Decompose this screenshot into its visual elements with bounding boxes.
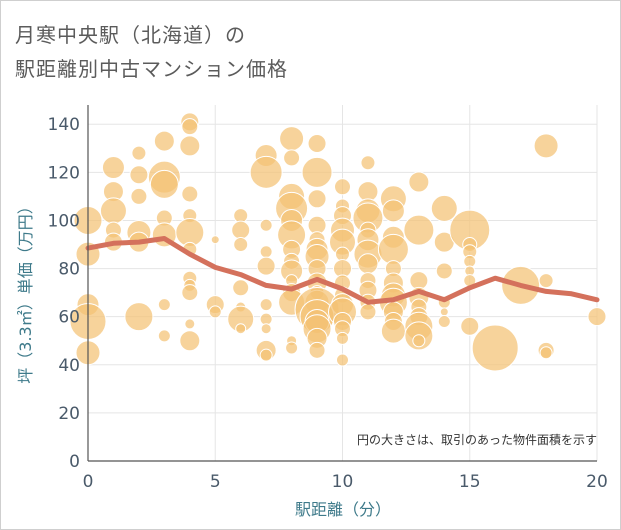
trend-line — [85, 236, 600, 305]
data-bubble — [179, 330, 201, 352]
data-bubble — [231, 220, 251, 240]
data-bubble — [301, 156, 333, 188]
data-bubble — [279, 126, 305, 152]
data-bubble — [259, 218, 273, 232]
data-bubble — [334, 178, 351, 196]
data-bubble — [336, 331, 349, 345]
data-bubble — [460, 316, 480, 336]
data-bubble — [249, 155, 283, 189]
bubble-size-note: 円の大きさは、取引のあった物件面積を示す — [357, 432, 597, 447]
data-bubble — [359, 303, 377, 321]
x-tick-label: 20 — [586, 472, 608, 492]
y-tick-label: 40 — [58, 356, 80, 376]
data-bubble — [99, 197, 127, 225]
chart-title-line-2: 駅距離別中古マンション価格 — [15, 57, 288, 81]
data-bubble — [471, 324, 519, 372]
x-tick-label: 10 — [332, 472, 354, 492]
y-tick-label: 0 — [69, 452, 80, 472]
data-bubble — [357, 253, 379, 275]
data-bubble — [124, 302, 154, 332]
data-bubble — [377, 233, 409, 265]
data-bubble — [149, 169, 179, 199]
data-bubble — [184, 318, 196, 330]
data-bubble — [538, 273, 554, 289]
data-bubble — [259, 348, 273, 362]
data-bubble — [533, 133, 559, 159]
data-bubble — [157, 298, 171, 312]
data-bubble — [335, 246, 350, 262]
data-bubble — [308, 341, 326, 359]
data-bubble — [131, 145, 147, 161]
x-tick-label: 5 — [210, 472, 221, 492]
data-bubble — [130, 187, 148, 205]
data-bubble — [430, 194, 458, 222]
data-bubble — [157, 329, 171, 343]
data-bubble — [232, 279, 250, 297]
data-bubble — [181, 284, 199, 302]
data-bubble — [437, 314, 451, 328]
data-bubble — [412, 334, 426, 348]
data-bubble — [408, 171, 430, 193]
data-bubble — [307, 189, 327, 209]
data-bubble — [208, 305, 222, 319]
y-tick-label: 100 — [48, 211, 80, 231]
data-bubble — [259, 298, 273, 312]
data-bubble — [129, 165, 149, 185]
chart-title-line-1: 月寒中央駅（北海道）の — [15, 23, 246, 47]
data-bubble — [380, 318, 406, 344]
data-bubble — [101, 156, 125, 180]
data-bubble — [233, 208, 249, 224]
x-axis-title: 駅距離（分） — [295, 500, 391, 519]
y-axis-title: 坪（3.3㎡）単価（万円） — [16, 198, 35, 383]
data-bubble — [307, 133, 327, 153]
data-bubble — [439, 307, 449, 317]
data-bubble — [235, 323, 247, 335]
data-bubble — [283, 149, 301, 167]
data-bubble — [260, 323, 272, 335]
data-bubble — [210, 235, 220, 245]
data-bubble — [587, 307, 607, 327]
x-tick-label: 0 — [83, 472, 94, 492]
data-bubble — [360, 155, 376, 171]
y-tick-label: 60 — [58, 308, 80, 328]
trend-layer — [85, 236, 600, 305]
y-tick-label: 20 — [58, 404, 80, 424]
data-bubble — [539, 346, 553, 360]
data-bubble — [181, 185, 199, 203]
data-bubble — [285, 341, 299, 355]
x-tick-label: 15 — [459, 472, 481, 492]
y-tick-label: 80 — [58, 260, 80, 280]
data-bubble — [153, 130, 175, 152]
data-bubble — [435, 262, 453, 280]
data-bubble — [409, 271, 429, 291]
data-bubble — [403, 214, 435, 246]
data-bubble — [233, 237, 249, 253]
y-tick-label: 120 — [48, 163, 80, 183]
data-bubble — [256, 256, 276, 276]
data-bubble — [336, 353, 349, 367]
y-tick-label: 140 — [48, 115, 80, 135]
data-bubble — [181, 118, 199, 136]
axis-layer: 0 20 40 60 80 100 120 140 0 5 10 15 20 — [48, 105, 608, 492]
data-bubble — [381, 199, 405, 223]
data-bubble — [259, 245, 273, 259]
data-bubble — [179, 135, 201, 157]
